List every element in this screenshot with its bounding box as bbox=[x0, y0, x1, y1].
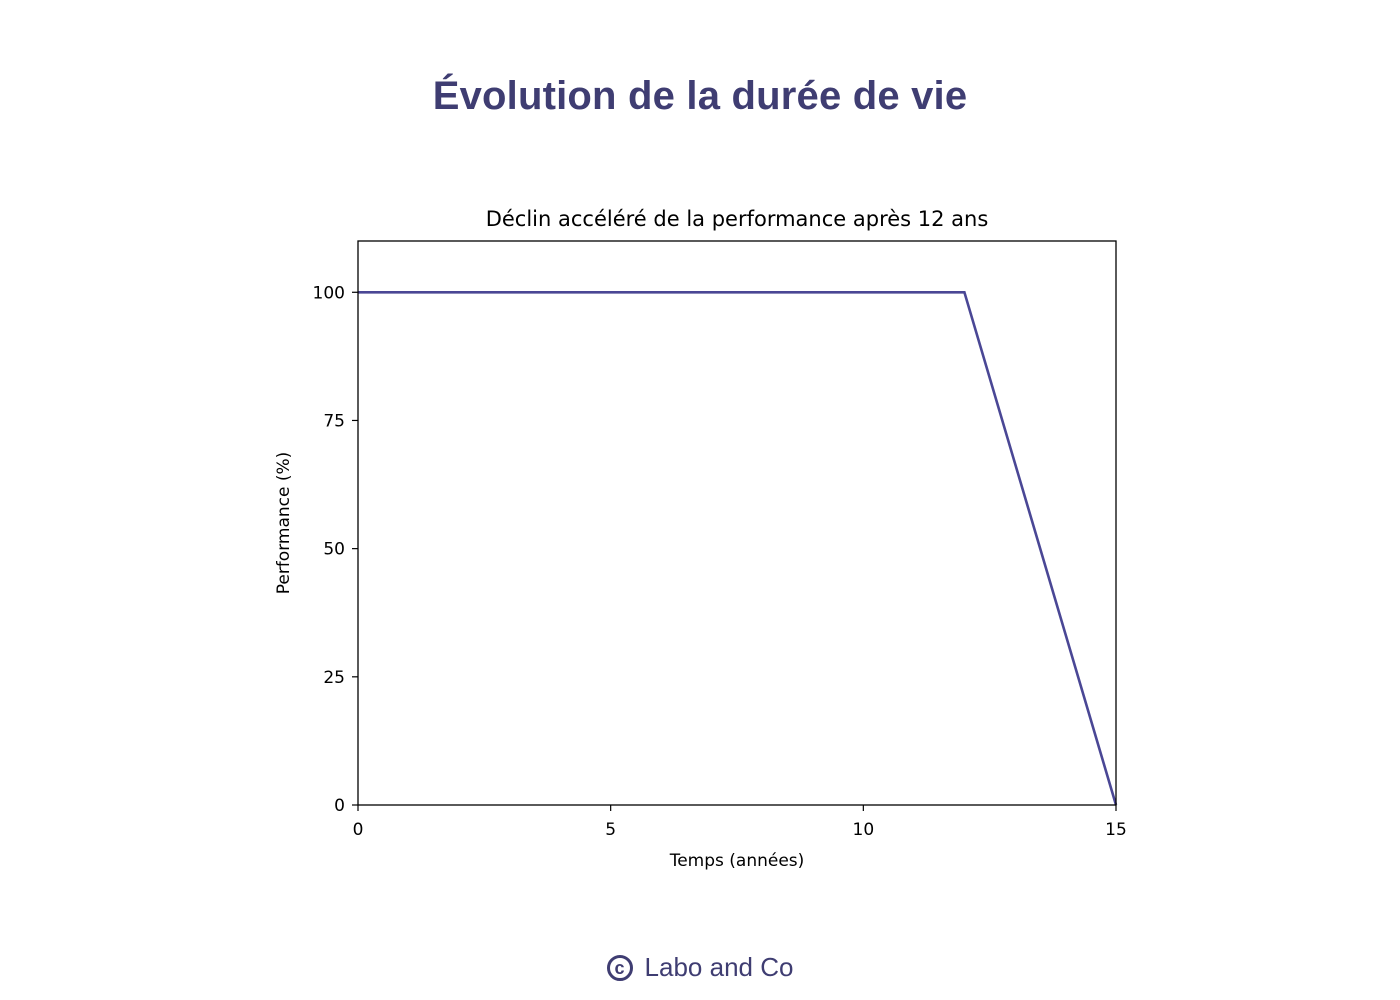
plot-area bbox=[358, 290, 1118, 806]
chart-title: Déclin accéléré de la performance après … bbox=[486, 207, 989, 231]
x-tick-label: 15 bbox=[1105, 820, 1127, 840]
x-tick-label: 0 bbox=[353, 820, 364, 840]
axes-frame bbox=[357, 240, 1117, 806]
copyright-icon: c bbox=[606, 954, 633, 981]
x-tick-label: 10 bbox=[853, 820, 875, 840]
y-tick-label: 0 bbox=[334, 796, 345, 816]
x-axis: 0 5 10 15 bbox=[353, 805, 1127, 840]
y-tick-label: 75 bbox=[323, 411, 345, 431]
y-tick-label: 50 bbox=[323, 540, 345, 560]
footer: c Labo and Co bbox=[0, 952, 1400, 983]
y-axis-label: Performance (%) bbox=[274, 452, 294, 595]
x-axis-label: Temps (années) bbox=[669, 851, 805, 871]
x-tick-label: 5 bbox=[605, 820, 616, 840]
series-line bbox=[358, 290, 1118, 806]
y-axis: 0 25 50 75 100 bbox=[313, 283, 358, 816]
page-title: Évolution de la durée de vie bbox=[432, 74, 968, 118]
y-tick-label: 100 bbox=[313, 283, 345, 303]
y-tick-label: 25 bbox=[323, 668, 345, 688]
footer-text: Labo and Co bbox=[644, 952, 794, 982]
